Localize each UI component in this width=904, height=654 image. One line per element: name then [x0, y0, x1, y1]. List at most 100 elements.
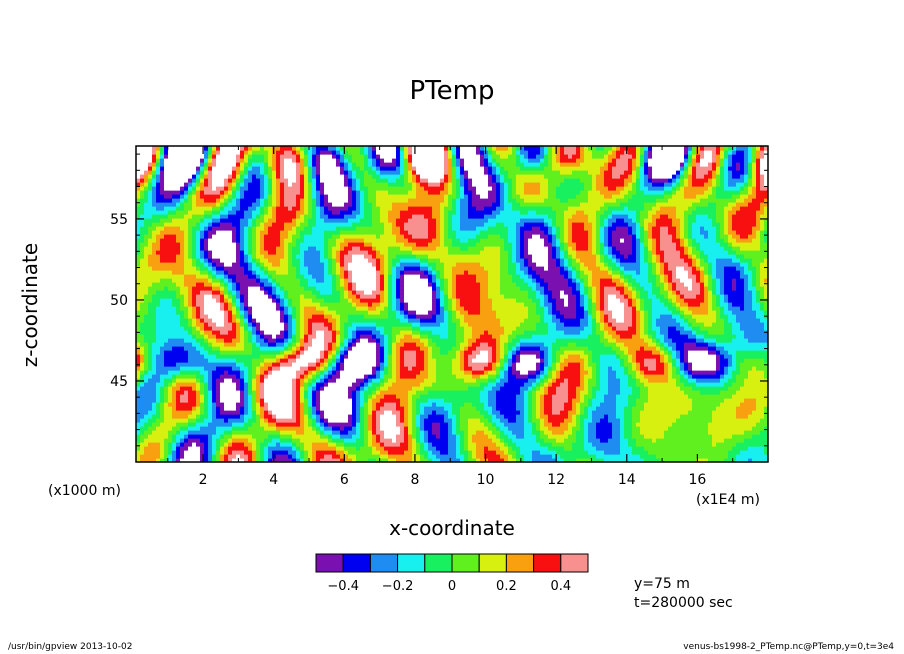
contour-cell [192, 454, 197, 459]
contour-cell [436, 370, 441, 375]
contour-cell [360, 438, 365, 443]
contour-cell [596, 382, 601, 387]
contour-cell [720, 366, 725, 371]
contour-cell [172, 342, 177, 347]
contour-cell [336, 390, 341, 395]
contour-cell [744, 426, 749, 431]
contour-cell [700, 342, 705, 347]
contour-cell [148, 450, 153, 455]
contour-cell [624, 450, 629, 455]
contour-cell [496, 442, 501, 447]
contour-cell [388, 386, 393, 391]
contour-cell [160, 394, 165, 399]
contour-cell [496, 402, 501, 407]
contour-cell [208, 430, 213, 435]
contour-cell [236, 438, 241, 443]
contour-cell [336, 454, 341, 459]
contour-cell [760, 350, 765, 355]
contour-cell [280, 366, 285, 371]
contour-cell [720, 450, 725, 455]
contour-cell [496, 370, 501, 375]
contour-cell [400, 386, 405, 391]
contour-cell [424, 434, 429, 439]
contour-cell [420, 450, 425, 455]
contour-cell [496, 406, 501, 411]
contour-cell [352, 342, 357, 347]
contour-cell [584, 394, 589, 399]
contour-cell [440, 406, 445, 411]
contour-cell [448, 362, 453, 367]
contour-cell [492, 450, 497, 455]
contour-cell [228, 410, 233, 415]
contour-cell [556, 350, 561, 355]
contour-cell [376, 362, 381, 367]
contour-cell [364, 382, 369, 387]
contour-cell [172, 406, 177, 411]
contour-cell [144, 370, 149, 375]
contour-cell [568, 354, 573, 359]
contour-cell [336, 346, 341, 351]
contour-cell [220, 426, 225, 431]
contour-cell [200, 454, 205, 459]
contour-cell [388, 438, 393, 443]
contour-cell [760, 458, 765, 462]
contour-cell [548, 354, 553, 359]
contour-cell [712, 382, 717, 387]
contour-cell [432, 398, 437, 403]
contour-cell [176, 358, 181, 363]
contour-cell [620, 446, 625, 451]
contour-cell [184, 422, 189, 427]
contour-cell [488, 398, 493, 403]
contour-cell [388, 350, 393, 355]
contour-cell [504, 350, 509, 355]
contour-cell [232, 458, 237, 462]
contour-cell [712, 350, 717, 355]
contour-cell [232, 426, 237, 431]
contour-cell [676, 374, 681, 379]
contour-cell [140, 366, 145, 371]
contour-cell [596, 430, 601, 435]
contour-cell [516, 430, 521, 435]
contour-cell [508, 350, 513, 355]
contour-cell [376, 358, 381, 363]
contour-cell [584, 374, 589, 379]
contour-cell [236, 366, 241, 371]
contour-cell [332, 370, 337, 375]
contour-cell [264, 402, 269, 407]
contour-cell [364, 410, 369, 415]
contour-cell [668, 450, 673, 455]
contour-cell [196, 386, 201, 391]
contour-cell [412, 370, 417, 375]
contour-cell [332, 430, 337, 435]
contour-cell [544, 394, 549, 399]
contour-cell [360, 394, 365, 399]
contour-cell [764, 354, 768, 359]
contour-cell [324, 342, 329, 347]
contour-cell [760, 386, 765, 391]
contour-cell [244, 426, 249, 431]
contour-cell [472, 370, 477, 375]
contour-cell [424, 450, 429, 455]
contour-cell [244, 338, 249, 343]
contour-cell [532, 442, 537, 447]
contour-cell [492, 430, 497, 435]
contour-cell [692, 342, 697, 347]
contour-cell [440, 382, 445, 387]
contour-cell [224, 358, 229, 363]
contour-cell [284, 342, 289, 347]
contour-cell [748, 374, 753, 379]
contour-cell [264, 386, 269, 391]
contour-cell [512, 398, 517, 403]
contour-cell [436, 338, 441, 343]
contour-cell [324, 414, 329, 419]
contour-cell [244, 378, 249, 383]
contour-cell [656, 438, 661, 443]
contour-cell [460, 434, 465, 439]
contour-cell [740, 442, 745, 447]
contour-cell [152, 458, 157, 462]
contour-cell [224, 334, 229, 339]
contour-cell [360, 446, 365, 451]
contour-cell [152, 454, 157, 459]
contour-cell [708, 350, 713, 355]
contour-cell [744, 442, 749, 447]
